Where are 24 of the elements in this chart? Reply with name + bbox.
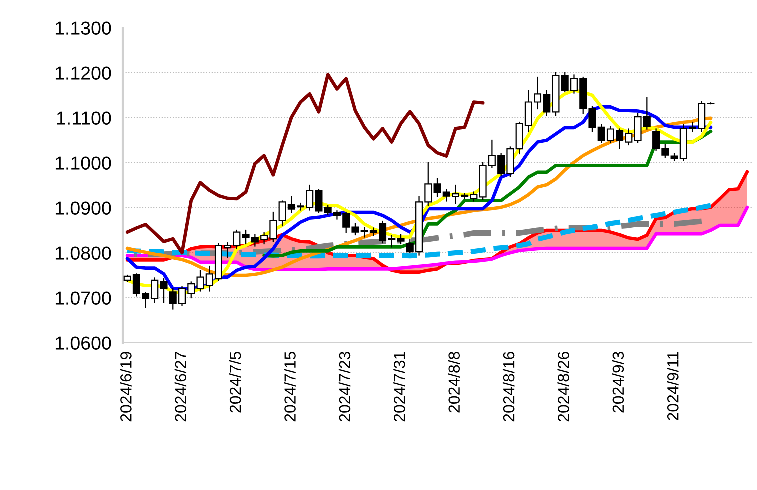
x-tick-label: 2024/7/31 xyxy=(394,352,406,422)
line-series xyxy=(126,206,750,272)
y-tick-label: 1.0900 xyxy=(56,202,112,215)
x-tick-label: 2024/8/26 xyxy=(558,352,570,422)
y-tick-label: 1.1000 xyxy=(56,156,112,170)
y-tick-label: 1.0700 xyxy=(56,292,112,305)
x-tick-label: 2024/7/15 xyxy=(284,352,296,422)
y-tick-label: 1.1300 xyxy=(56,22,112,35)
y-tick-label: 1.0800 xyxy=(56,246,112,260)
x-tick-label: 2024/9/11 xyxy=(667,352,679,420)
candlestick xyxy=(434,178,442,198)
y-tick-label: 1.1200 xyxy=(56,66,112,80)
candlestick xyxy=(160,278,168,304)
line-series xyxy=(126,73,485,255)
y-tick-label: 1.0600 xyxy=(56,336,112,350)
x-tick-label: 2024/7/5 xyxy=(230,352,242,413)
x-tick-label: 2024/7/23 xyxy=(338,352,351,422)
y-tick-label: 1.1100 xyxy=(57,112,112,125)
x-tick-label: 2024/8/8 xyxy=(448,352,460,413)
x-tick-label: 2024/6/19 xyxy=(120,352,132,422)
candlestick xyxy=(397,234,405,245)
x-tick-label: 2024/9/3 xyxy=(612,352,624,413)
x-tick-label: 2024/8/16 xyxy=(502,352,515,422)
x-tick-label: 2024/6/27 xyxy=(174,352,187,422)
